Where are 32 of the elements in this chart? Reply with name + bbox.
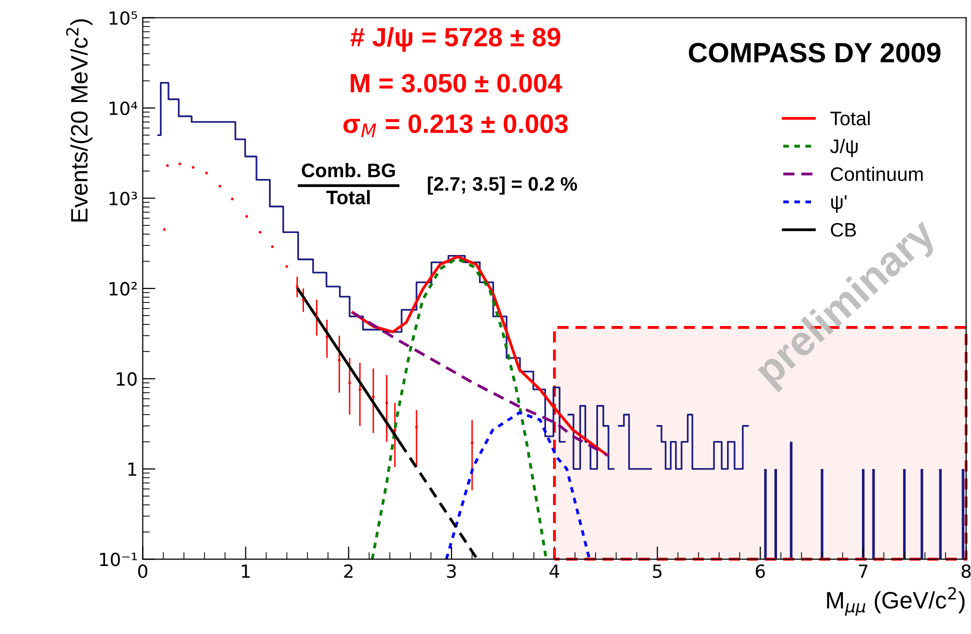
annotation: σ$_{M}$ = 0.213 ± 0.003 <box>343 114 568 138</box>
y-tick-label: 10² <box>110 282 137 296</box>
y-tick-label: 10³ <box>110 192 137 206</box>
x-axis-title: M$_{μμ}$ (GeV/c$^{2}$) <box>827 587 965 616</box>
line-series <box>444 411 591 560</box>
x-tick-label: 6 <box>756 564 765 578</box>
legend-label: Total <box>830 111 870 126</box>
y-tick-label: 1 <box>128 462 136 476</box>
y-tick-label: 10⁻¹ <box>100 552 137 566</box>
x-tick-label: 4 <box>550 564 560 578</box>
annotation: [2.7; 3.5] = 0.2 % <box>428 176 578 195</box>
x-tick-label: 7 <box>858 564 868 578</box>
x-tick-label: 0 <box>138 564 148 578</box>
annotation: Total <box>326 190 370 204</box>
x-tick-label: 5 <box>653 564 662 578</box>
annotation: Comb. BG <box>302 163 395 178</box>
line-series <box>351 311 608 456</box>
y-axis-title: Events/(20 MeV/c$^{2}$) <box>66 19 92 222</box>
y-tick-label: 10 <box>116 372 137 386</box>
y-tick-label: 10⁴ <box>110 101 138 116</box>
x-tick-label: 8 <box>962 564 971 578</box>
x-tick-label: 1 <box>242 564 250 578</box>
legend-label: J/ψ <box>830 138 858 158</box>
line-series <box>370 257 548 560</box>
x-tick-label: 3 <box>447 564 456 578</box>
annotation: # J/ψ = 5728 ± 89 <box>350 27 560 52</box>
text: COMPASS DY 2009 <box>688 42 940 63</box>
x-tick-label: 2 <box>344 564 353 578</box>
annotation: M = 3.050 ± 0.004 <box>350 74 562 93</box>
legend-label: ψ' <box>831 195 847 213</box>
legend-label: Continuum <box>830 166 923 182</box>
y-tick-label: 10⁵ <box>110 11 138 25</box>
